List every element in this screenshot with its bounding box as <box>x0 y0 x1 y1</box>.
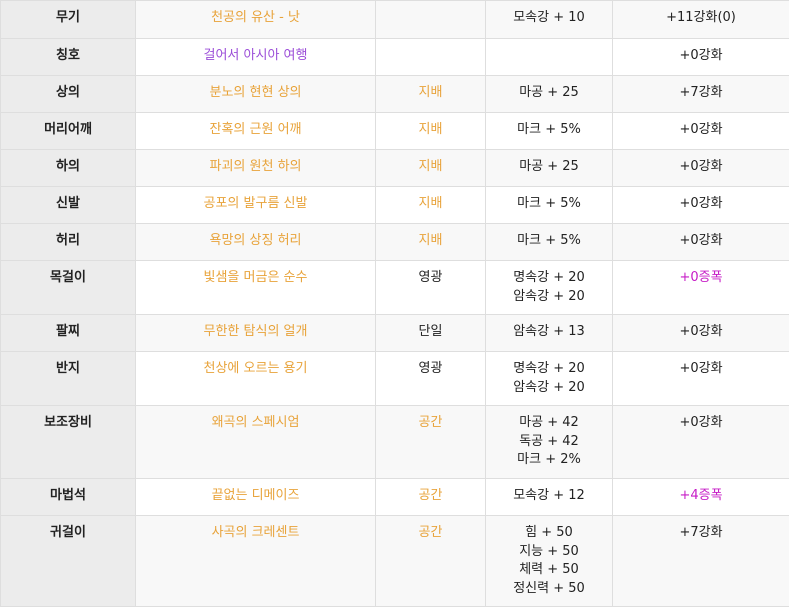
option-line: 명속강 + 20 <box>513 270 585 285</box>
option-line: 마크 + 5% <box>517 233 581 248</box>
slot-label: 칭호 <box>0 38 136 76</box>
item-grade: 지배 <box>375 223 486 261</box>
item-grade: 지배 <box>375 75 486 113</box>
item-grade: 공간 <box>375 405 486 479</box>
table-row: 목걸이 빛샘을 머금은 순수 영광 명속강 + 20 암속강 + 20 +0증폭 <box>0 260 789 315</box>
item-grade: 단일 <box>375 314 486 352</box>
option-line: 마공 + 42 <box>519 415 579 430</box>
item-grade: 공간 <box>375 478 486 516</box>
enhance-value: +0강화 <box>612 314 789 352</box>
option-line: 정신력 + 50 <box>513 580 585 596</box>
item-name[interactable]: 욕망의 상징 허리 <box>135 223 376 261</box>
option-line: 지능 + 50 <box>519 543 579 559</box>
item-grade: 지배 <box>375 149 486 187</box>
item-name[interactable]: 왜곡의 스페시엄 <box>135 405 376 479</box>
enhance-value: +0강화 <box>612 38 789 76</box>
enhance-value: +0강화 <box>612 112 789 150</box>
enhance-value: +0강화 <box>612 149 789 187</box>
item-name[interactable]: 파괴의 원천 하의 <box>135 149 376 187</box>
slot-label: 무기 <box>0 0 136 39</box>
item-options: 마크 + 5% <box>485 223 613 261</box>
slot-label: 하의 <box>0 149 136 187</box>
item-grade: 영광 <box>375 260 486 315</box>
slot-label: 팔찌 <box>0 314 136 352</box>
item-options <box>485 38 613 76</box>
option-line: 힘 + 50 <box>525 525 573 540</box>
item-grade <box>375 0 486 39</box>
option-line: 암속강 + 20 <box>513 288 585 304</box>
option-line: 마크 + 5% <box>517 196 581 211</box>
item-options: 마공 + 25 <box>485 75 613 113</box>
item-name[interactable]: 잔혹의 근원 어깨 <box>135 112 376 150</box>
item-grade: 지배 <box>375 112 486 150</box>
table-row: 팔찌 무한한 탐식의 얼개 단일 암속강 + 13 +0강화 <box>0 314 789 352</box>
option-line: 암속강 + 13 <box>513 324 585 339</box>
item-grade: 공간 <box>375 515 486 607</box>
item-options: 마공 + 25 <box>485 149 613 187</box>
enhance-value: +0강화 <box>612 351 789 406</box>
item-name[interactable]: 천공의 유산 - 낫 <box>135 0 376 39</box>
item-options: 모속강 + 12 <box>485 478 613 516</box>
slot-label: 보조장비 <box>0 405 136 479</box>
option-line: 마크 + 2% <box>517 452 581 467</box>
item-name[interactable]: 분노의 현현 상의 <box>135 75 376 113</box>
enhance-value: +7강화 <box>612 515 789 607</box>
table-row: 허리 욕망의 상징 허리 지배 마크 + 5% +0강화 <box>0 223 789 261</box>
item-options: 명속강 + 20 암속강 + 20 <box>485 260 613 315</box>
item-grade: 지배 <box>375 186 486 224</box>
table-row: 머리어깨 잔혹의 근원 어깨 지배 마크 + 5% +0강화 <box>0 112 789 150</box>
table-row: 보조장비 왜곡의 스페시엄 공간 마공 + 42 독공 + 42 마크 + 2%… <box>0 405 789 479</box>
slot-label: 목걸이 <box>0 260 136 315</box>
table-row: 칭호 걸어서 아시아 여행 +0강화 <box>0 38 789 76</box>
item-grade: 영광 <box>375 351 486 406</box>
table-row: 귀걸이 사곡의 크레센트 공간 힘 + 50 지능 + 50 체력 + 50 정… <box>0 515 789 607</box>
item-name[interactable]: 걸어서 아시아 여행 <box>135 38 376 76</box>
enhance-value: +7강화 <box>612 75 789 113</box>
option-line: 모속강 + 12 <box>513 488 585 503</box>
item-options: 마크 + 5% <box>485 186 613 224</box>
enhance-value: +11강화(0) <box>612 0 789 39</box>
slot-label: 머리어깨 <box>0 112 136 150</box>
table-row: 마법석 끝없는 디메이즈 공간 모속강 + 12 +4증폭 <box>0 478 789 516</box>
item-name[interactable]: 무한한 탐식의 얼개 <box>135 314 376 352</box>
slot-label: 허리 <box>0 223 136 261</box>
item-options: 마크 + 5% <box>485 112 613 150</box>
item-name[interactable]: 끝없는 디메이즈 <box>135 478 376 516</box>
item-options: 명속강 + 20 암속강 + 20 <box>485 351 613 406</box>
item-grade <box>375 38 486 76</box>
amplify-value: +4증폭 <box>612 478 789 516</box>
enhance-value: +0강화 <box>612 186 789 224</box>
item-options: 암속강 + 13 <box>485 314 613 352</box>
option-line: 체력 + 50 <box>519 562 579 577</box>
table-row: 반지 천상에 오르는 용기 영광 명속강 + 20 암속강 + 20 +0강화 <box>0 351 789 406</box>
item-name[interactable]: 빛샘을 머금은 순수 <box>135 260 376 315</box>
option-line: 암속강 + 20 <box>513 379 585 395</box>
table-row: 하의 파괴의 원천 하의 지배 마공 + 25 +0강화 <box>0 149 789 187</box>
item-options: 마공 + 42 독공 + 42 마크 + 2% <box>485 405 613 479</box>
option-line: 모속강 + 10 <box>513 10 585 25</box>
slot-label: 귀걸이 <box>0 515 136 607</box>
item-name[interactable]: 공포의 발구름 신발 <box>135 186 376 224</box>
option-line: 마공 + 25 <box>519 85 579 100</box>
item-name[interactable]: 사곡의 크레센트 <box>135 515 376 607</box>
table-row: 신발 공포의 발구름 신발 지배 마크 + 5% +0강화 <box>0 186 789 224</box>
amplify-value: +0증폭 <box>612 260 789 315</box>
option-line: 독공 + 42 <box>519 433 579 449</box>
item-options: 힘 + 50 지능 + 50 체력 + 50 정신력 + 50 <box>485 515 613 607</box>
option-line: 마공 + 25 <box>519 159 579 174</box>
table-row: 상의 분노의 현현 상의 지배 마공 + 25 +7강화 <box>0 75 789 113</box>
item-name[interactable]: 천상에 오르는 용기 <box>135 351 376 406</box>
enhance-value: +0강화 <box>612 223 789 261</box>
slot-label: 반지 <box>0 351 136 406</box>
slot-label: 상의 <box>0 75 136 113</box>
slot-label: 신발 <box>0 186 136 224</box>
slot-label: 마법석 <box>0 478 136 516</box>
table-row: 무기 천공의 유산 - 낫 모속강 + 10 +11강화(0) <box>0 0 789 39</box>
option-line: 마크 + 5% <box>517 122 581 137</box>
item-options: 모속강 + 10 <box>485 0 613 39</box>
enhance-value: +0강화 <box>612 405 789 479</box>
option-line: 명속강 + 20 <box>513 361 585 376</box>
